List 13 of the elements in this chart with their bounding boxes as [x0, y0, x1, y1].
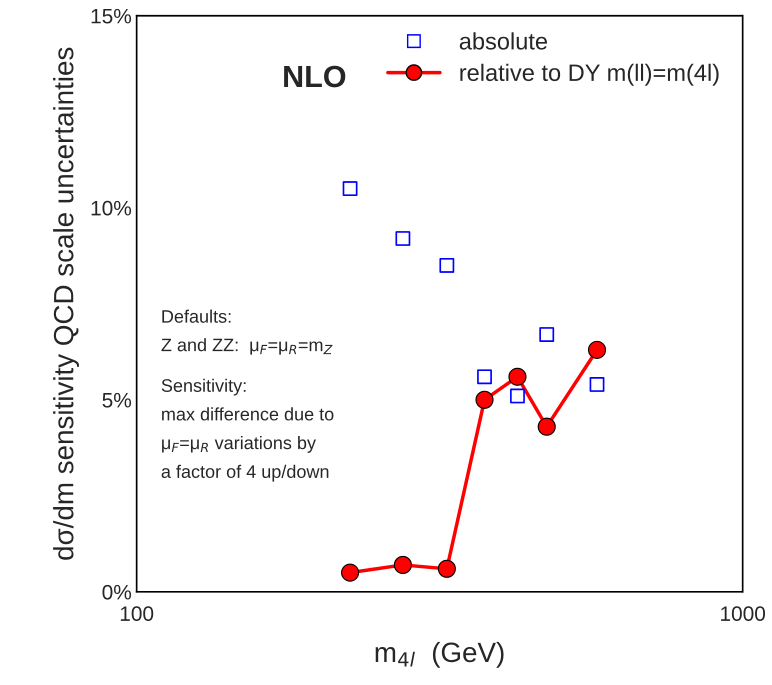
y-tick-label: 5%	[102, 392, 132, 408]
legend-label: absolute	[460, 32, 547, 50]
annotation: NLO	[284, 66, 346, 88]
y-tick-label: 15%	[92, 8, 132, 24]
legend-label: relative to DY m(ll)=m(4l)	[460, 64, 719, 86]
x-axis-title: m$_{4l}$ (GeV)	[376, 642, 504, 668]
y-tick-label: 0%	[102, 584, 132, 600]
y-axis-title: dσ/dm sensitivity QCD scale uncertainties	[53, 48, 79, 560]
annotation: Defaults: Z and ZZ: μ$_{F}$=μ$_{R}$=m$_{Z}$	[161, 310, 333, 355]
annotation: Sensitivity: max difference due to μ$_{F}$=μ$_{R}$ variations by a factor of 4 up/down	[162, 378, 334, 482]
x-tick-label: 100	[120, 606, 154, 622]
y-tick-label: 10%	[92, 200, 132, 216]
x-tick-label: 1000	[721, 606, 766, 622]
